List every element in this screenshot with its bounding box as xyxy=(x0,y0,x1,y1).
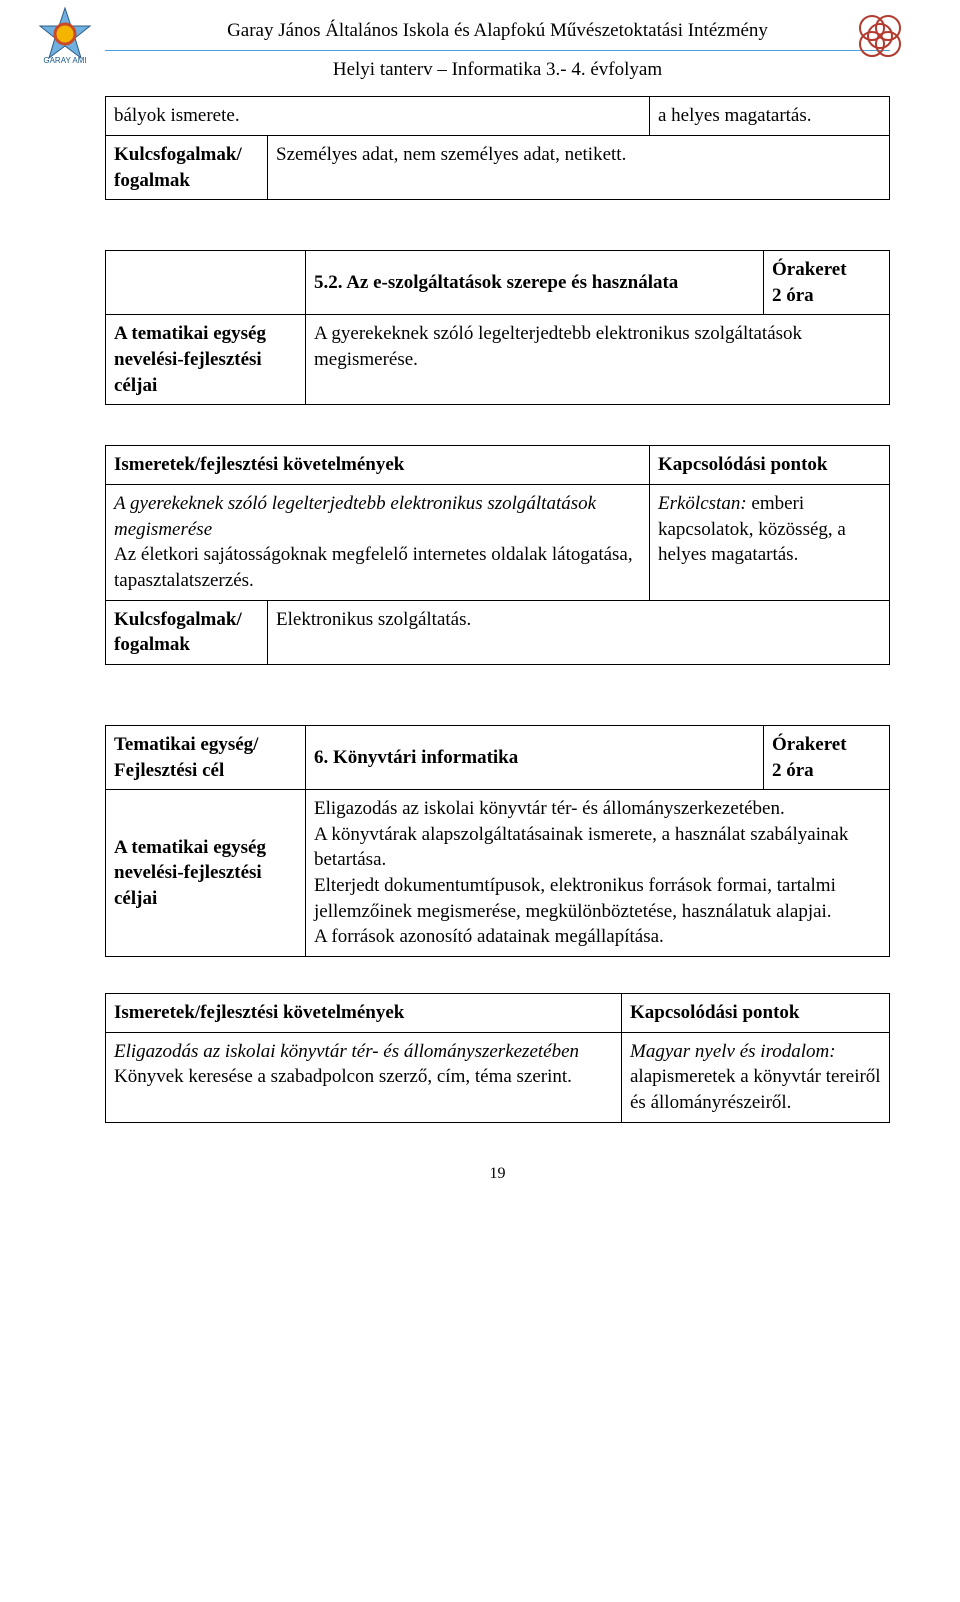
cell-orakeret: Órakeret 2 óra xyxy=(764,251,890,315)
table-row: bályok ismerete. a helyes magatartás. xyxy=(106,97,890,136)
page-number: 19 xyxy=(105,1163,890,1185)
page: GARAY AMI Garay János Általános Iskola é… xyxy=(0,0,960,1224)
orakeret-label: Órakeret xyxy=(772,259,847,280)
table-row: Ismeretek/fejlesztési követelmények Kapc… xyxy=(106,994,890,1033)
header-subtitle: Helyi tanterv – Informatika 3.- 4. évfol… xyxy=(105,57,890,83)
column-header: Kapcsolódási pontok xyxy=(622,994,890,1033)
cell-italic-title: Erkölcstan: xyxy=(658,493,747,514)
star-badge-icon: GARAY AMI xyxy=(35,6,95,66)
cell-text: Személyes adat, nem személyes adat, neti… xyxy=(268,135,890,199)
cell-label: A tematikai egység nevelési-fejlesztési … xyxy=(106,315,306,405)
header-rule xyxy=(105,50,890,51)
cell-italic-title: A gyerekeknek szóló legelterjedtebb elek… xyxy=(114,493,596,540)
cell-heading: 5.2. Az e-szolgáltatások szerepe és hasz… xyxy=(306,251,764,315)
table-unit-6: Tematikai egység/ Fejlesztési cél 6. Kön… xyxy=(105,725,890,957)
header-logo-right xyxy=(850,6,910,66)
svg-text:GARAY AMI: GARAY AMI xyxy=(43,56,86,65)
table-ismeretek-2: Ismeretek/fejlesztési követelmények Kapc… xyxy=(105,993,890,1123)
cell-heading: 6. Könyvtári informatika xyxy=(306,725,764,789)
page-header: GARAY AMI Garay János Általános Iskola é… xyxy=(105,0,890,82)
cell-body: Könyvek keresése a szabadpolcon szerző, … xyxy=(114,1066,572,1087)
table-row: 5.2. Az e-szolgáltatások szerepe és hasz… xyxy=(106,251,890,315)
cell-body: Az életkori sajátosságoknak megfelelő in… xyxy=(114,544,633,591)
column-header: Ismeretek/fejlesztési követelmények xyxy=(106,994,622,1033)
orakeret-value: 2 óra xyxy=(772,285,814,306)
cell-empty xyxy=(106,251,306,315)
table-row: A tematikai egység nevelési-fejlesztési … xyxy=(106,790,890,957)
cell-text: a helyes magatartás. xyxy=(650,97,890,136)
table-unit-5-2: 5.2. Az e-szolgáltatások szerepe és hasz… xyxy=(105,250,890,405)
cell-body: alapismeretek a könyvtár tereiről és áll… xyxy=(630,1066,881,1113)
table-row: Ismeretek/fejlesztési követelmények Kapc… xyxy=(106,446,890,485)
cell-label: A tematikai egység nevelési-fejlesztési … xyxy=(106,790,306,957)
table-ismeretek-1: Ismeretek/fejlesztési követelmények Kapc… xyxy=(105,445,890,664)
orakeret-label: Órakeret xyxy=(772,734,847,755)
cell-text: A gyerekeknek szóló legelterjedtebb elek… xyxy=(106,485,650,601)
cell-text: Eligazodás az iskolai könyvtár tér- és á… xyxy=(106,1032,622,1122)
cell-italic-title: Magyar nyelv és irodalom: xyxy=(630,1041,836,1062)
column-header: Kapcsolódási pontok xyxy=(650,446,890,485)
cell-label: Kulcsfogalmak/ fogalmak xyxy=(106,600,268,664)
table-fragment-top: bályok ismerete. a helyes magatartás. Ku… xyxy=(105,96,890,200)
cell-text: Erkölcstan: emberi kapcsolatok, közösség… xyxy=(650,485,890,601)
table-row: Kulcsfogalmak/ fogalmak Személyes adat, … xyxy=(106,135,890,199)
column-header: Ismeretek/fejlesztési követelmények xyxy=(106,446,650,485)
table-row: Tematikai egység/ Fejlesztési cél 6. Kön… xyxy=(106,725,890,789)
header-title: Garay János Általános Iskola és Alapfokú… xyxy=(105,18,890,44)
cell-text: Magyar nyelv és irodalom: alapismeretek … xyxy=(622,1032,890,1122)
table-row: Eligazodás az iskolai könyvtár tér- és á… xyxy=(106,1032,890,1122)
knot-icon xyxy=(850,6,910,66)
cell-text: Eligazodás az iskolai könyvtár tér- és á… xyxy=(306,790,890,957)
cell-label: Kulcsfogalmak/ fogalmak xyxy=(106,135,268,199)
cell-text: Elektronikus szolgáltatás. xyxy=(268,600,890,664)
cell-orakeret: Órakeret 2 óra xyxy=(764,725,890,789)
cell-label: Tematikai egység/ Fejlesztési cél xyxy=(106,725,306,789)
table-row: A gyerekeknek szóló legelterjedtebb elek… xyxy=(106,485,890,601)
table-row: Kulcsfogalmak/ fogalmak Elektronikus szo… xyxy=(106,600,890,664)
cell-text: bályok ismerete. xyxy=(106,97,650,136)
table-row: A tematikai egység nevelési-fejlesztési … xyxy=(106,315,890,405)
header-logo-left: GARAY AMI xyxy=(35,6,95,66)
cell-italic-title: Eligazodás az iskolai könyvtár tér- és á… xyxy=(114,1041,579,1062)
orakeret-value: 2 óra xyxy=(772,760,814,781)
cell-text: A gyerekeknek szóló legelterjedtebb elek… xyxy=(306,315,890,405)
